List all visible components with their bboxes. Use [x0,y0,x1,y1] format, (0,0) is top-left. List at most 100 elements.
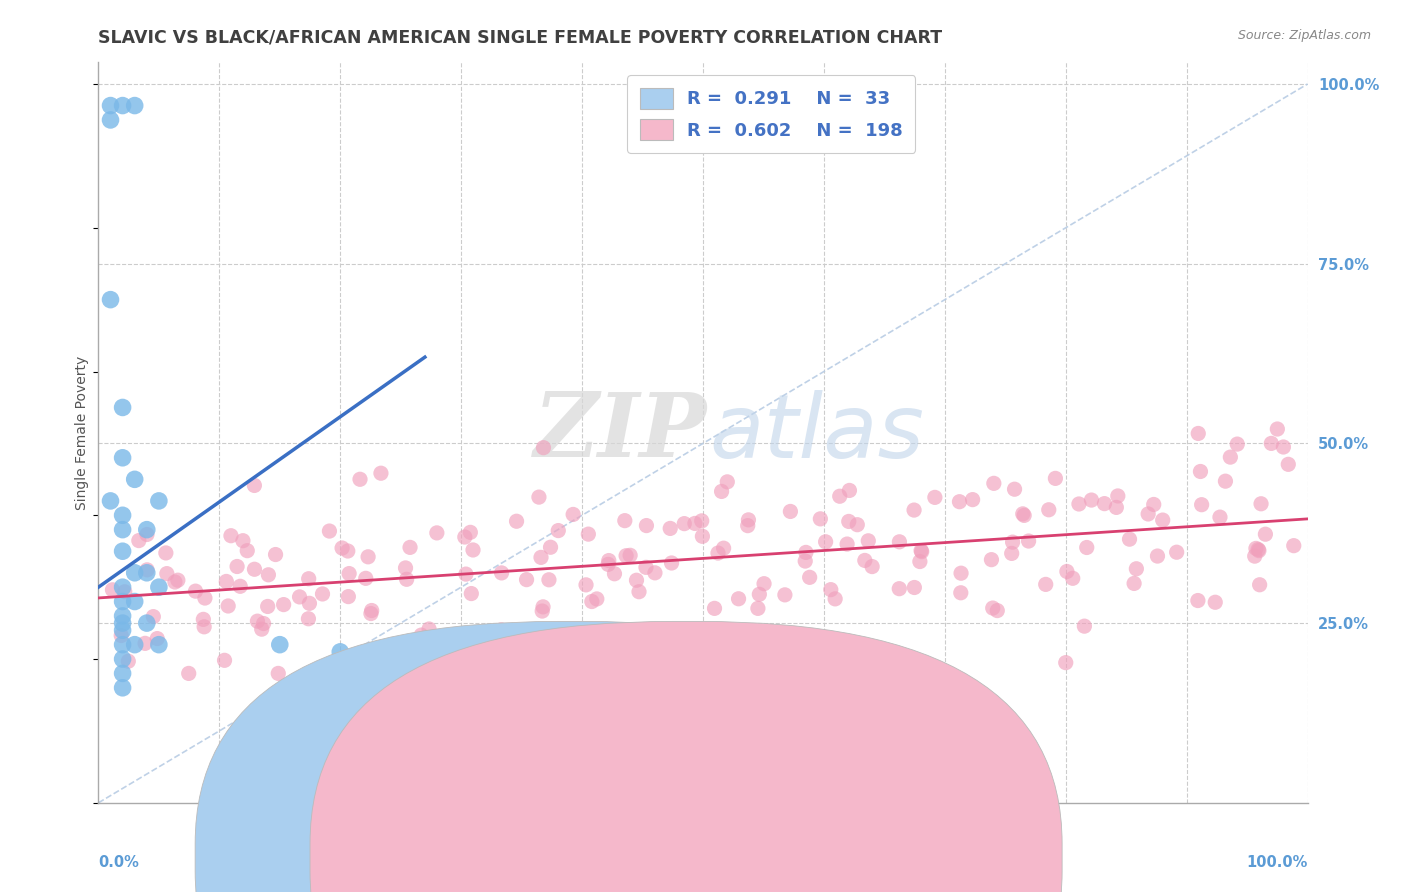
Point [1067,497,1090,511]
Point [908,555,931,569]
Point [1094,497,1116,511]
Point [627,584,650,599]
Point [124,638,146,652]
Point [1105,500,1128,515]
Point [903,503,925,517]
Point [1146,549,1168,563]
Point [1247,543,1270,558]
Point [357,549,380,564]
Point [683,516,706,531]
Point [124,566,146,580]
Point [111,523,134,537]
Point [1254,527,1277,541]
Point [910,543,932,558]
Point [838,515,860,529]
Point [243,562,266,576]
Point [460,586,482,600]
Point [598,553,620,567]
Point [1249,578,1271,592]
Point [418,622,440,636]
Point [146,632,169,646]
Point [1018,534,1040,549]
Point [111,580,134,594]
Point [1123,576,1146,591]
Point [1260,436,1282,450]
Point [1277,458,1299,472]
Point [124,472,146,486]
Point [134,636,156,650]
Point [1267,422,1289,436]
Point [193,612,215,626]
Point [335,662,357,676]
Point [156,566,179,581]
Point [124,594,146,608]
Point [330,541,353,555]
Point [530,550,553,565]
Point [853,553,876,567]
Point [246,614,269,628]
Point [1247,542,1270,557]
Point [1004,482,1026,496]
Point [516,573,538,587]
Point [828,489,851,503]
Point [634,560,657,574]
Point [110,628,132,642]
Text: 100.0%: 100.0% [1246,855,1308,870]
Point [1250,497,1272,511]
Point [111,666,134,681]
Point [703,601,725,615]
Point [799,570,821,584]
Point [644,566,666,580]
Point [911,544,934,558]
Text: Source: ZipAtlas.com: Source: ZipAtlas.com [1237,29,1371,42]
Point [111,652,134,666]
Point [360,603,382,617]
Point [111,616,134,631]
Point [1143,498,1166,512]
Point [585,591,607,606]
Point [873,652,896,666]
Point [690,514,713,528]
Point [336,544,359,558]
Point [531,604,554,618]
Point [575,578,598,592]
Point [1001,546,1024,560]
Point [219,529,242,543]
Point [454,567,477,582]
Point [533,441,555,455]
Point [858,533,880,548]
Point [460,525,482,540]
Point [983,476,1005,491]
Point [986,604,1008,618]
Point [1076,541,1098,555]
Point [599,625,621,640]
Point [411,628,433,642]
Point [903,581,925,595]
Point [636,518,658,533]
Point [389,645,412,659]
Point [1038,502,1060,516]
Point [924,491,946,505]
Point [111,450,134,465]
Point [298,572,321,586]
Point [713,541,735,556]
Point [111,681,134,695]
Point [111,638,134,652]
Point [814,534,837,549]
Point [349,666,371,681]
Point [1062,571,1084,585]
Point [531,599,554,614]
Point [297,612,319,626]
Point [101,582,124,597]
Point [626,574,648,588]
Point [1080,493,1102,508]
Point [111,624,134,638]
Point [1209,510,1232,524]
Point [1215,474,1237,488]
Point [111,544,134,558]
Point [111,608,134,623]
Point [1166,545,1188,559]
Point [707,546,730,560]
Point [692,529,714,543]
Point [111,508,134,523]
